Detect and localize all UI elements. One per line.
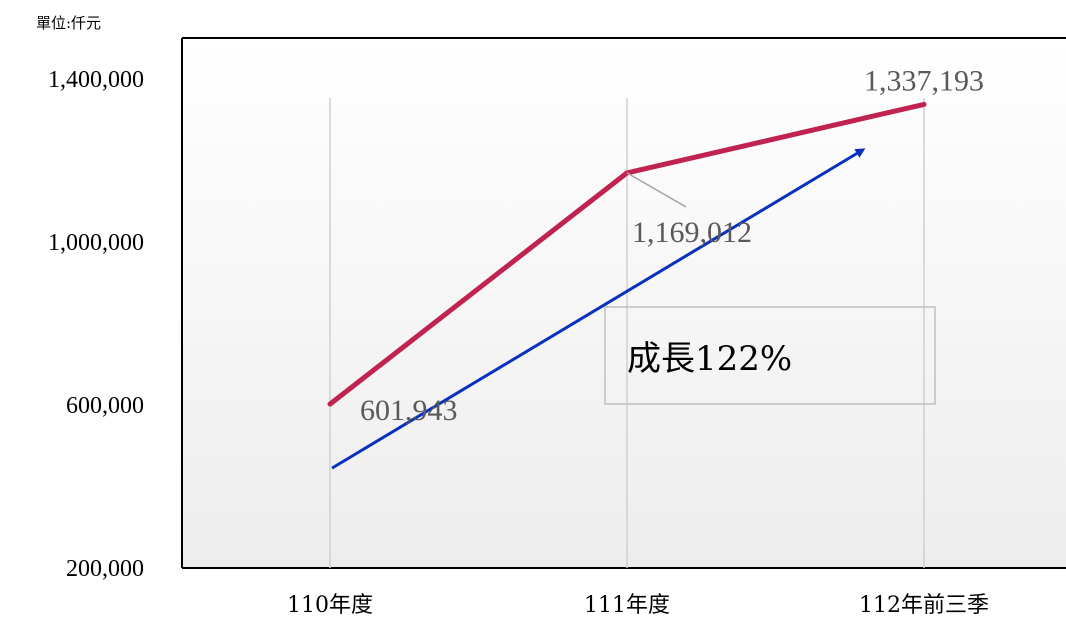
series-line-1 (327, 101, 927, 407)
y-tick-label: 200,000 (66, 556, 144, 582)
y-tick-label: 600,000 (66, 393, 144, 419)
vertical-gridlines (329, 98, 925, 568)
x-tick-label: 112年前三季 (859, 593, 989, 618)
x-tick-label: 111年度 (584, 593, 670, 618)
data-label: 1,169,012 (632, 216, 752, 249)
growth-annotation: 成長122% (604, 306, 936, 405)
y-tick-label: 1,400,000 (48, 67, 144, 93)
series-lines (327, 101, 927, 407)
label-leader-lines (626, 172, 687, 208)
leader-line (626, 172, 687, 208)
data-label: 1,337,193 (864, 64, 984, 97)
annotation-box (604, 306, 936, 405)
trend-arrow (331, 148, 866, 470)
trend-arrow-group (331, 148, 866, 470)
plot-area (181, 37, 1066, 569)
x-axis-ticks: 110年度 111年度 112年前三季 (287, 593, 989, 618)
data-label: 601,943 (360, 394, 458, 427)
y-axis-ticks: 200,000 600,000 1,000,000 1,400,000 (48, 67, 144, 582)
data-labels: 601,943 1,169,012 1,337,193 (360, 64, 984, 427)
annotation-text: 成長122% (627, 339, 792, 379)
x-tick-label: 110年度 (287, 593, 373, 618)
y-tick-label: 1,000,000 (48, 230, 144, 256)
unit-label: 單位:仟元 (36, 14, 101, 32)
